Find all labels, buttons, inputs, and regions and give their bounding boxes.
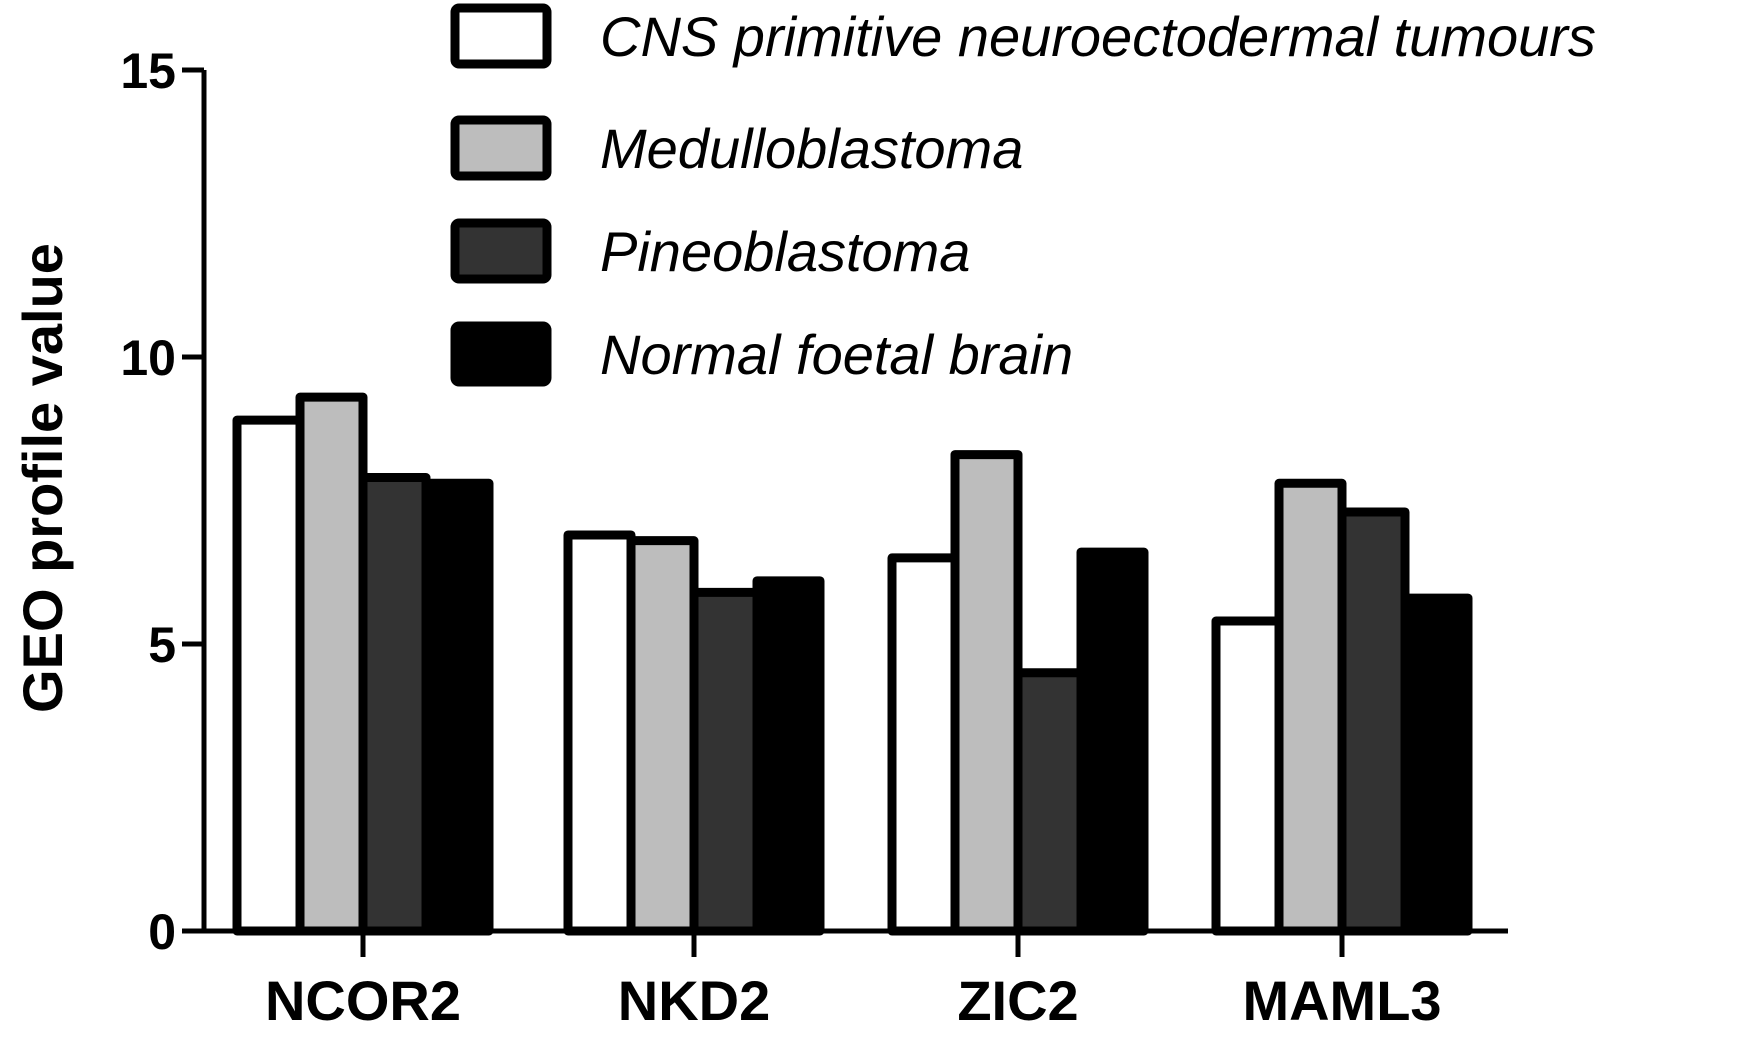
bar-maml3-1: [1211, 616, 1284, 936]
bar-zic2-2: [950, 450, 1023, 936]
legend-swatch-4: [450, 321, 552, 387]
bar-nkd2-2: [626, 536, 699, 936]
legend-swatch-2: [450, 115, 552, 181]
y-axis-title: GEO profile value: [11, 243, 74, 713]
legend-label-4: Normal foetal brain: [600, 323, 1073, 386]
bar-maml3-4: [1400, 593, 1473, 936]
bar-nkd2-3: [689, 587, 762, 936]
legend: CNS primitive neuroectodermal tumours Med…: [450, 3, 1596, 387]
bar-zic2-4: [1076, 547, 1149, 936]
bar-nkd2-4: [752, 576, 825, 936]
bar-zic2-3: [1013, 668, 1086, 936]
bar-ncor2-3: [358, 473, 431, 936]
legend-swatch-3: [450, 218, 552, 284]
bar-maml3-2: [1274, 478, 1347, 936]
bar-nkd2-1: [563, 530, 636, 936]
y-tick-label-10: 10: [120, 330, 176, 386]
legend-label-1: CNS primitive neuroectodermal tumours: [600, 5, 1596, 68]
bar-ncor2-1: [232, 415, 305, 936]
bars-group: [232, 392, 1473, 936]
axes-group: 0 5 10 15 NCOR2 NKD2 ZIC2 MAML3: [120, 43, 1508, 1032]
legend-label-2: Medulloblastoma: [600, 117, 1023, 180]
legend-label-3: Pineoblastoma: [600, 220, 970, 283]
y-tick-label-0: 0: [148, 904, 176, 960]
x-tick-label-zic2: ZIC2: [957, 969, 1078, 1032]
legend-swatch-1: [450, 3, 552, 69]
x-tick-label-nkd2: NKD2: [618, 969, 770, 1032]
y-tick-label-5: 5: [148, 617, 176, 673]
bar-ncor2-2: [295, 392, 368, 936]
x-tick-label-ncor2: NCOR2: [265, 969, 461, 1032]
bar-maml3-3: [1337, 507, 1410, 936]
bar-zic2-1: [887, 553, 960, 936]
x-tick-label-maml3: MAML3: [1242, 969, 1441, 1032]
y-tick-label-15: 15: [120, 43, 176, 99]
bar-ncor2-4: [421, 478, 494, 936]
